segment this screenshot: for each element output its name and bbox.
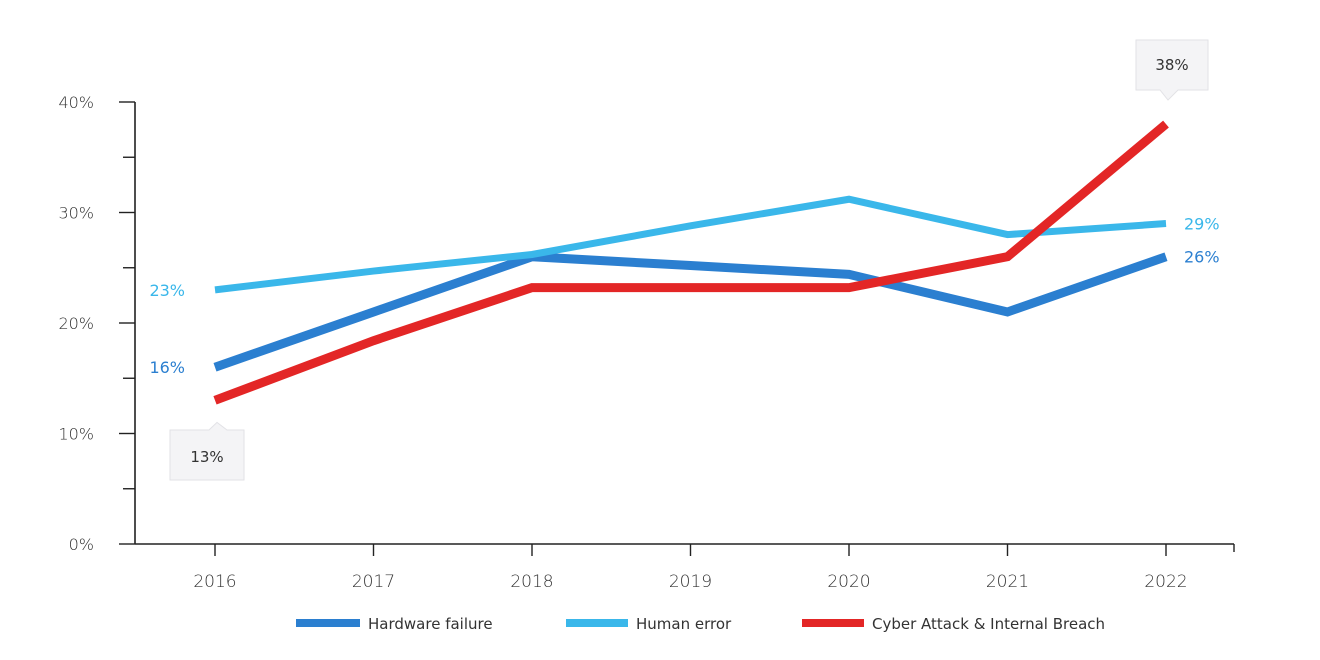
series-lines xyxy=(213,120,1169,405)
x-tick-label: 2021 xyxy=(986,572,1029,592)
callout-box-start xyxy=(169,421,245,481)
x-tick-label: 2019 xyxy=(669,572,712,592)
data-labels: 16% 26% 23% 29% xyxy=(149,215,1219,378)
series-line-3 xyxy=(213,120,1169,405)
x-tick-label: 2016 xyxy=(193,572,236,592)
legend-label: Hardware failure xyxy=(368,615,493,633)
callout-start-label: 13% xyxy=(190,448,223,466)
end-value-label: 26% xyxy=(1184,248,1220,267)
series-line-1 xyxy=(213,252,1168,372)
y-tick-label: 0% xyxy=(69,535,94,554)
end-value-label: 29% xyxy=(1184,215,1220,234)
legend-label: Cyber Attack & Internal Breach xyxy=(872,615,1105,633)
series-line-2 xyxy=(214,195,1167,294)
y-tick-label: 10% xyxy=(58,425,94,444)
callout-end-label: 38% xyxy=(1155,56,1188,74)
callout-box-end xyxy=(1135,39,1209,101)
callouts: 13% 38% xyxy=(169,39,1209,481)
x-tick-label: 2020 xyxy=(827,572,870,592)
axes: 0% 10% 20% 30% 40% 2016 2017 2018 2019 2020 2021 20… xyxy=(58,93,1235,592)
x-tick-label: 2018 xyxy=(510,572,553,592)
y-tick-label: 30% xyxy=(58,204,94,223)
legend-label: Human error xyxy=(636,615,732,633)
legend: Hardware failure Human error Cyber Attack … xyxy=(296,615,1105,633)
start-value-label: 16% xyxy=(149,358,185,377)
x-tick-label: 2017 xyxy=(352,572,395,592)
y-tick-label: 20% xyxy=(58,314,94,333)
start-value-label: 23% xyxy=(149,281,185,300)
x-tick-label: 2022 xyxy=(1144,572,1187,592)
y-tick-label: 40% xyxy=(58,93,94,112)
